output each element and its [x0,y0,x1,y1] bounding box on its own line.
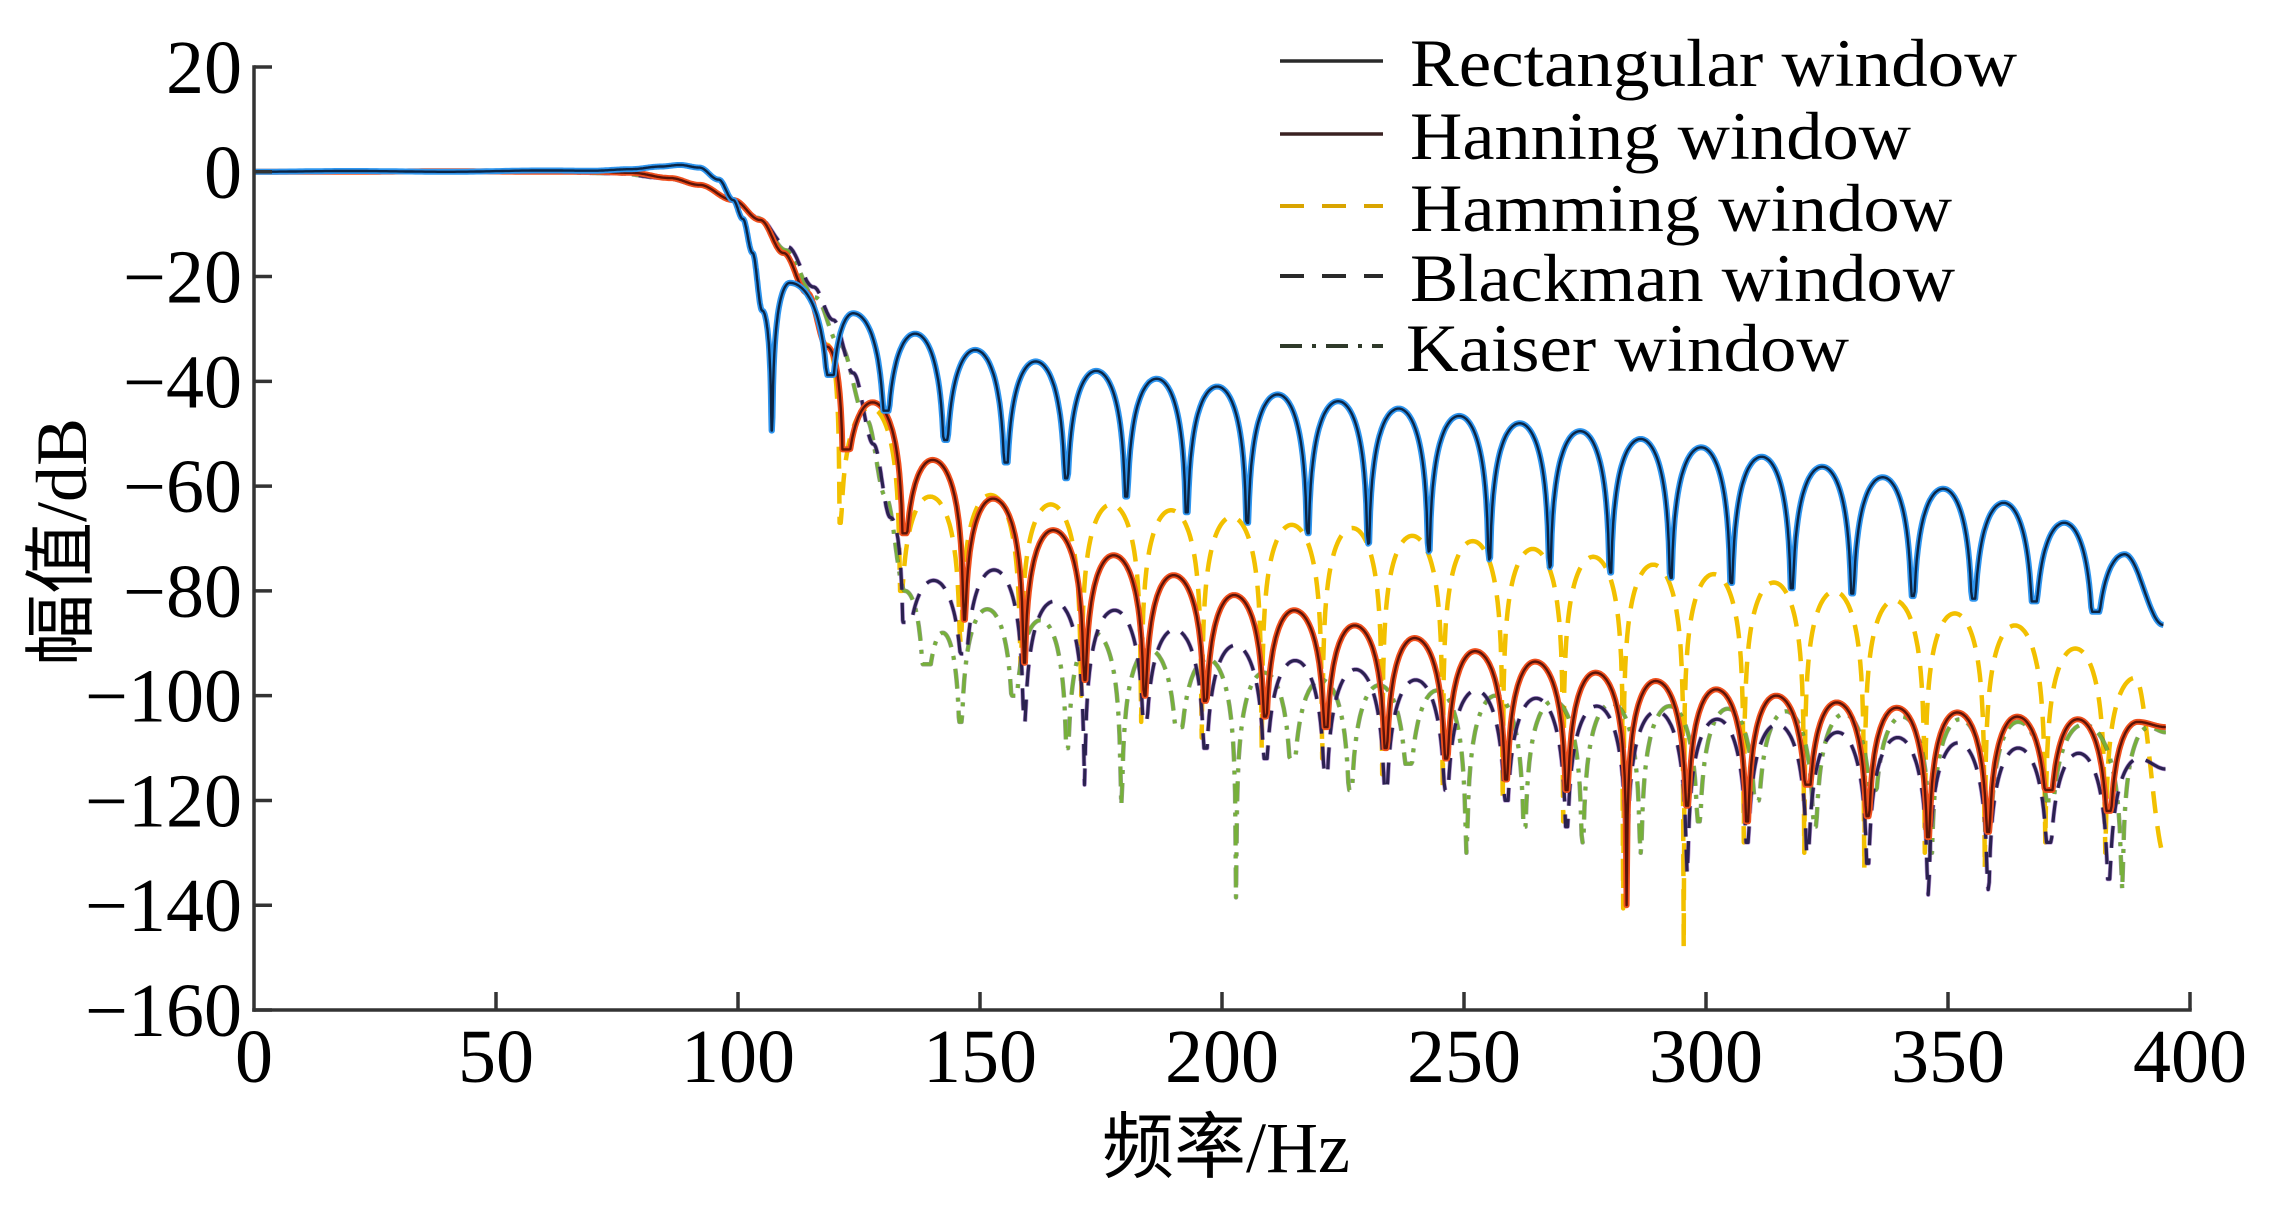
y-tick-label: −20 [123,236,242,320]
x-tick-label: 300 [1649,1015,1763,1099]
y-axis-title: 幅值/dB [22,418,102,666]
legend-item-hamming-window[interactable]: Hamming window [1280,170,1952,246]
legend-label-rectangular-window: Rectangular window [1410,25,2017,101]
y-tick-label: −140 [85,864,242,948]
y-tick-label: 0 [204,131,242,215]
y-ticks: 20 0 −20 −40 −60 −80 −100 −120 −140 −160 [85,26,272,1053]
legend-label-kaiser-window: Kaiser window [1406,310,1849,386]
legend-item-kaiser-window[interactable]: Kaiser window [1280,310,1849,386]
y-tick-label: −60 [123,445,242,529]
legend-label-hamming-window: Hamming window [1410,170,1952,246]
legend-item-blackman-window[interactable]: Blackman window [1280,240,1955,316]
x-tick-label: 350 [1891,1015,2005,1099]
x-tick-label: 100 [681,1015,795,1099]
legend-label-blackman-window: Blackman window [1410,240,1955,316]
y-tick-label: −100 [85,655,242,739]
y-tick-label: −40 [123,340,242,424]
y-tick-label: −160 [85,969,242,1053]
y-tick-label: −120 [85,759,242,843]
series-hanning-window-line [254,170,2167,907]
series-kaiser-window-line [254,170,2167,899]
legend-item-hanning-window[interactable]: Hanning window [1280,98,1911,174]
y-tick-label: −80 [123,550,242,634]
x-ticks: 0 50 100 150 200 250 300 350 400 [235,992,2247,1099]
series-rectangular-window-line [254,163,2164,627]
axes: 200−20−40−60−80−100−120−140−160 0 50 100 15… [85,26,2247,1099]
x-tick-label: 200 [1165,1015,1279,1099]
x-tick-label: 50 [458,1015,534,1099]
x-tick-label: 250 [1407,1015,1521,1099]
plot-series [254,162,2168,950]
x-tick-label: 150 [923,1015,1037,1099]
x-tick-label: 400 [2133,1015,2247,1099]
legend-item-rectangular-window[interactable]: Rectangular window [1280,25,2017,101]
legend-label-hanning-window: Hanning window [1410,98,1911,174]
y-tick-label: 20 [166,26,242,110]
x-axis-title: 频率/Hz [1102,1108,1350,1188]
legend: Rectangular window Hanning window Hammin… [1280,25,2017,386]
x-tick-label: 0 [235,1015,273,1099]
